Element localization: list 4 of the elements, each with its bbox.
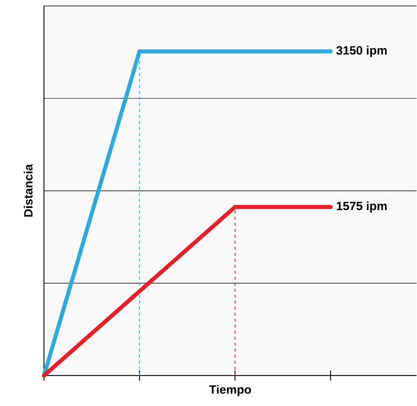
series-label: 3150 ipm bbox=[336, 46, 387, 58]
x-axis-title: Tiempo bbox=[209, 385, 251, 396]
series-label: 1575 ipm bbox=[336, 202, 387, 213]
y-axis-title: Distancia bbox=[24, 164, 33, 217]
